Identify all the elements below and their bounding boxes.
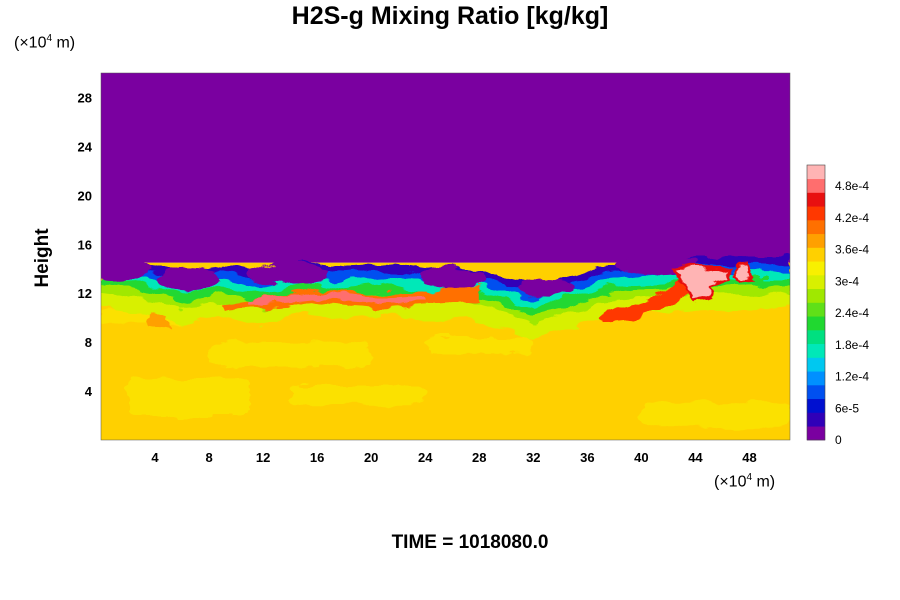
y-tick-label: 8 bbox=[85, 335, 92, 350]
colorbar-frame bbox=[806, 164, 826, 441]
x-tick-label: 40 bbox=[634, 450, 648, 465]
colorbar-swatch bbox=[807, 275, 825, 290]
peak-patches bbox=[670, 262, 756, 304]
colorbar-swatch bbox=[807, 343, 825, 358]
colorbar: 0 6e-5 1.2e-4 1.8e-4 2.4e-4 3e-4 3.6e-4 4.2e-4 4… bbox=[806, 164, 869, 447]
mottle-patch bbox=[425, 336, 534, 355]
swirl bbox=[519, 278, 574, 299]
y-tick-label: 16 bbox=[78, 237, 92, 252]
band-layer bbox=[101, 290, 790, 339]
enriched-patch bbox=[148, 312, 169, 330]
swirl bbox=[101, 251, 149, 281]
mottle-patch bbox=[128, 378, 250, 416]
heatmap-field bbox=[101, 73, 790, 440]
x-tick-label: 12 bbox=[256, 450, 270, 465]
enriched-patch bbox=[101, 323, 122, 349]
colorbar-swatch bbox=[807, 220, 825, 235]
y-axis-unit: (×104 m) bbox=[14, 33, 76, 52]
colorbar-swatch bbox=[807, 178, 825, 193]
enriched-patch bbox=[249, 290, 426, 306]
mottle-patch bbox=[290, 384, 426, 404]
peak-patch bbox=[731, 262, 756, 284]
mottle-patch bbox=[209, 342, 372, 367]
chart-title: H2S-g Mixing Ratio [kg/kg] bbox=[291, 2, 609, 30]
mottle-patch bbox=[641, 403, 790, 428]
x-axis-unit: (×104 m) bbox=[714, 472, 776, 491]
swirl bbox=[418, 266, 487, 289]
y-tick-label: 12 bbox=[78, 286, 92, 301]
colorbar-label: 3.6e-4 bbox=[835, 243, 869, 257]
colorbar-swatch bbox=[807, 233, 825, 248]
colorbar-swatch bbox=[807, 385, 825, 400]
colorbar-swatch bbox=[807, 398, 825, 413]
x-tick-label: 28 bbox=[472, 450, 486, 465]
colorbar-label: 0 bbox=[835, 433, 842, 447]
enriched-patch bbox=[600, 273, 696, 323]
y-tick-label: 24 bbox=[78, 139, 93, 154]
colorbar-label: 4.2e-4 bbox=[835, 211, 869, 225]
x-tick-label: 8 bbox=[205, 450, 212, 465]
colorbar-swatch bbox=[807, 247, 825, 262]
x-axis-ticks: 4 8 12 16 20 24 28 32 36 40 44 48 bbox=[151, 450, 756, 465]
colorbar-label: 1.2e-4 bbox=[835, 370, 869, 384]
lower-mottling bbox=[101, 309, 790, 428]
time-stamp: TIME = 1018080.0 bbox=[391, 532, 549, 553]
x-tick-label: 44 bbox=[688, 450, 703, 465]
colorbar-swatch bbox=[807, 330, 825, 345]
colorbar-swatch bbox=[807, 357, 825, 372]
swirl bbox=[159, 266, 219, 291]
y-tick-label: 4 bbox=[85, 384, 93, 399]
plot-frame bbox=[100, 72, 791, 441]
x-tick-label: 16 bbox=[310, 450, 324, 465]
colorbar-swatch bbox=[807, 412, 825, 427]
x-tick-label: 48 bbox=[742, 450, 756, 465]
colorbar-swatch bbox=[807, 288, 825, 303]
colorbar-swatch bbox=[807, 316, 825, 331]
upper-region bbox=[101, 73, 790, 263]
colorbar-swatch bbox=[807, 206, 825, 221]
colorbar-swatch bbox=[807, 165, 825, 180]
colorbar-swatch bbox=[807, 192, 825, 207]
colorbar-swatch bbox=[807, 261, 825, 276]
colorbar-label: 4.8e-4 bbox=[835, 179, 869, 193]
swirl bbox=[249, 262, 331, 285]
colorbar-swatch bbox=[807, 302, 825, 317]
x-tick-label: 32 bbox=[526, 450, 540, 465]
colorbar-label: 6e-5 bbox=[835, 401, 859, 415]
y-tick-label: 28 bbox=[78, 90, 92, 105]
x-tick-label: 4 bbox=[151, 450, 159, 465]
colorbar-label: 2.4e-4 bbox=[835, 306, 869, 320]
colorbar-swatch bbox=[807, 426, 825, 441]
colorbar-label: 3e-4 bbox=[835, 274, 859, 288]
x-tick-label: 36 bbox=[580, 450, 594, 465]
colorbar-label: 1.8e-4 bbox=[835, 338, 869, 352]
x-tick-label: 24 bbox=[418, 450, 433, 465]
peak-patch bbox=[670, 264, 731, 304]
y-axis-ticks: 4 8 12 16 20 24 28 bbox=[78, 90, 93, 399]
x-tick-label: 20 bbox=[364, 450, 378, 465]
enriched-layer bbox=[101, 273, 696, 349]
colorbar-swatch bbox=[807, 371, 825, 386]
y-tick-label: 20 bbox=[78, 188, 92, 203]
